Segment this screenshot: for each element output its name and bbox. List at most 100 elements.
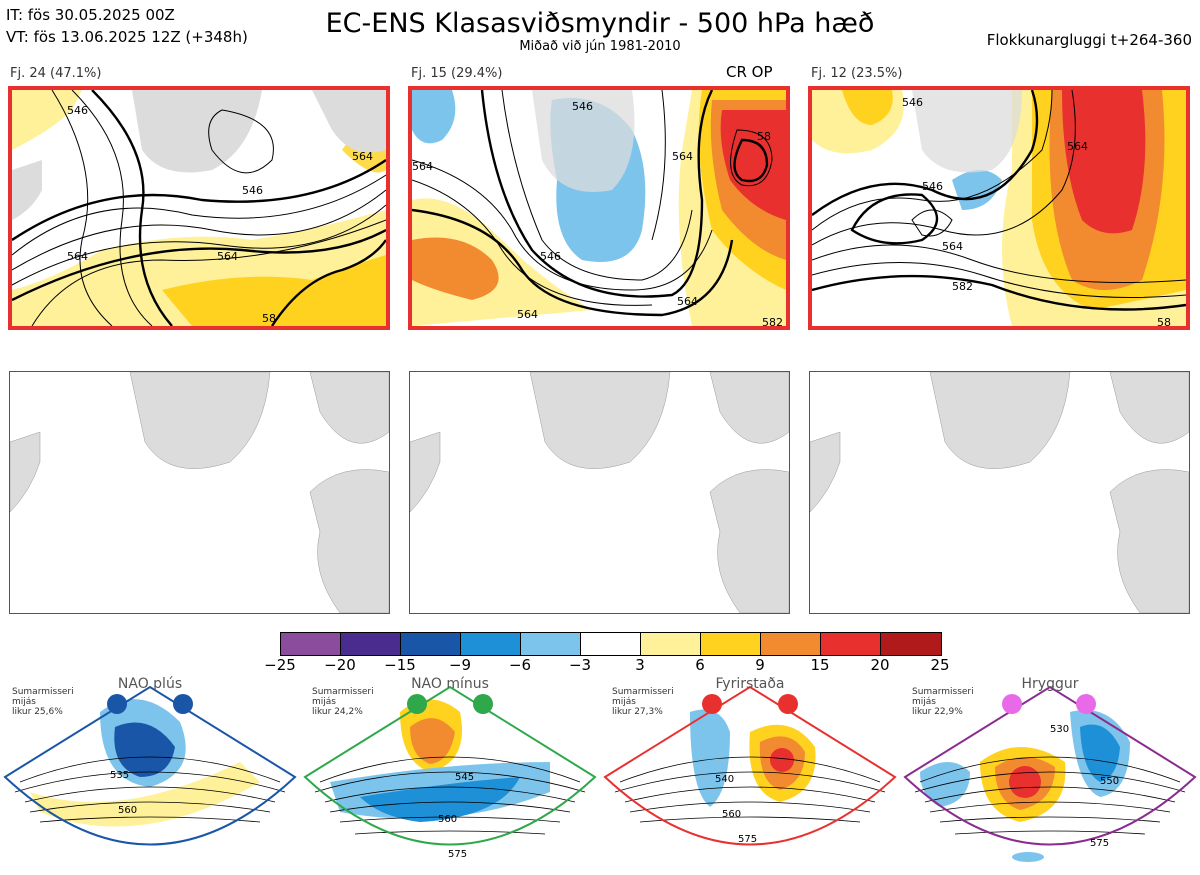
regime-1-mid: mijás — [12, 697, 36, 707]
regime-blocking[interactable]: 540 560 575 Fyrirstaða Sumarmisseri mijá… — [600, 672, 900, 871]
cluster-3-contour-label: 564 — [942, 240, 963, 253]
regime-nao-minus[interactable]: 545 560 575 NAO mínus Sumarmisseri mijás… — [300, 672, 600, 871]
cluster-2-title: Fj. 15 (29.4%) — [411, 66, 503, 81]
colorbar-tick: 15 — [810, 656, 830, 674]
colorbar-tick: −20 — [324, 656, 356, 674]
regime-3-contour-label: 540 — [715, 774, 734, 785]
colorbar-swatch — [761, 633, 821, 655]
regime-3-meta: Sumarmisseri mijás likur 27,3% — [612, 687, 674, 717]
colorbar-swatch — [281, 633, 341, 655]
regime-2-season: Sumarmisseri — [312, 687, 374, 697]
cluster-2-contour-label: 546 — [540, 250, 561, 263]
cluster-3-contour-label: 546 — [902, 96, 923, 109]
regime-4-outline — [903, 685, 1197, 846]
regime-2-meta: Sumarmisseri mijás likur 24,2% — [312, 687, 374, 717]
cluster-3-contour-label: 564 — [1067, 140, 1088, 153]
regime-4-contour-label: 550 — [1100, 776, 1119, 787]
colorbar-swatch — [821, 633, 881, 655]
basemap-3-svg — [810, 372, 1189, 613]
colorbar-tick: −6 — [508, 656, 532, 674]
regime-1-contour-label: 535 — [110, 770, 129, 781]
cluster-2-contour-label: 582 — [762, 316, 783, 326]
regime-3-contour-label: 560 — [722, 809, 741, 820]
regime-nao-plus[interactable]: 535 560 NAO plús Sumarmisseri mijás liku… — [0, 672, 300, 871]
colorbar-swatch — [701, 633, 761, 655]
colorbar-swatch — [461, 633, 521, 655]
cluster-2-map-svg: 546 564 564 564 58 564 582 546 — [412, 90, 786, 326]
colorbar-tick: −25 — [264, 656, 296, 674]
colorbar-tick: −15 — [384, 656, 416, 674]
colorbar-swatch — [521, 633, 581, 655]
cluster-3-map-svg: 546 564 546 564 582 58 — [812, 90, 1186, 326]
cluster-1-contour-label: 564 — [352, 150, 373, 163]
colorbar-tick: 6 — [695, 656, 705, 674]
regime-4-svg: 530 550 575 — [903, 685, 1197, 862]
cluster-1-contour-label: 546 — [67, 104, 88, 117]
regime-ridge[interactable]: 530 550 575 Hryggur Sumarmisseri mijás l… — [900, 672, 1200, 871]
basemap-1-svg — [10, 372, 389, 613]
basemap-panel-2[interactable] — [409, 371, 790, 614]
basemap-2-svg — [410, 372, 789, 613]
colorbar-swatch — [341, 633, 401, 655]
basemap-panel-1[interactable] — [9, 371, 390, 614]
colorbar-tick: 25 — [930, 656, 950, 674]
regime-4-mid: mijás — [912, 697, 936, 707]
regime-4-meta: Sumarmisseri mijás likur 22,9% — [912, 687, 974, 717]
regime-1-svg: 535 560 — [3, 685, 297, 846]
basemap-panel-3[interactable] — [809, 371, 1190, 614]
regime-1-name: NAO plús — [117, 676, 183, 692]
cluster-3-contour-label: 546 — [922, 180, 943, 193]
regime-3-name: Fyrirstaða — [715, 676, 785, 692]
cluster-3-map[interactable]: 546 564 546 564 582 58 — [808, 86, 1190, 330]
regime-1-outline — [3, 685, 297, 846]
cluster-2-contour-label: 564 — [672, 150, 693, 163]
regime-4-prob: likur 22,9% — [912, 707, 963, 717]
regime-1-meta: Sumarmisseri mijás likur 25,6% — [12, 687, 74, 717]
cluster-2-control-op-tag: CR OP — [726, 63, 773, 81]
cluster-1-map[interactable]: 546 564 546 564 564 58 — [8, 86, 390, 330]
regime-2-contour-label: 575 — [448, 849, 467, 860]
cluster-2-map[interactable]: 546 564 564 564 58 564 582 546 — [408, 86, 790, 330]
page-title: EC-ENS Klasasviðsmyndir - 500 hPa hæð — [325, 8, 875, 39]
regime-1-prob: likur 25,6% — [12, 707, 63, 717]
cluster-1-contour-label: 546 — [242, 184, 263, 197]
colorbar-tick: 3 — [635, 656, 645, 674]
regime-3-mid: mijás — [612, 697, 636, 707]
colorbar-swatch — [881, 633, 941, 655]
cluster-3-contour-label: 582 — [952, 280, 973, 293]
cluster-1-contour-label: 564 — [67, 250, 88, 263]
regime-2-name: NAO mínus — [411, 676, 489, 692]
colorbar-tick: −9 — [448, 656, 472, 674]
regime-3-contour-label: 575 — [738, 834, 757, 845]
regime-3-svg: 540 560 575 — [603, 685, 897, 846]
regime-2-mid: mijás — [312, 697, 336, 707]
cluster-2-contour-label: 546 — [572, 100, 593, 113]
regime-3-outline — [603, 685, 897, 846]
valid-time: VT: fös 13.06.2025 12Z (+348h) — [6, 28, 248, 46]
cluster-1-contour-label: 58 — [262, 312, 276, 325]
regime-1-contour-label: 560 — [118, 805, 137, 816]
cluster-2-contour-label: 58 — [757, 130, 771, 143]
cluster-1-title: Fj. 24 (47.1%) — [10, 66, 102, 81]
regime-2-contour-label: 560 — [438, 814, 457, 825]
cluster-2-contour-label: 564 — [412, 160, 433, 173]
regime-3-prob: likur 27,3% — [612, 707, 663, 717]
classification-window: Flokkunargluggi t+264-360 — [986, 31, 1192, 49]
cluster-1-map-svg: 546 564 546 564 564 58 — [12, 90, 386, 326]
regime-1-season: Sumarmisseri — [12, 687, 74, 697]
regime-4-season: Sumarmisseri — [912, 687, 974, 697]
regime-2-outline — [303, 685, 597, 846]
cluster-3-contour-label: 58 — [1157, 316, 1171, 326]
colorbar-swatch — [401, 633, 461, 655]
anomaly-colorbar — [280, 632, 942, 656]
colorbar-swatch — [641, 633, 701, 655]
regime-2-svg: 545 560 575 — [303, 685, 597, 860]
colorbar-tick: −3 — [568, 656, 592, 674]
regime-2-contour-label: 545 — [455, 772, 474, 783]
cluster-3-title: Fj. 12 (23.5%) — [811, 66, 903, 81]
init-time: IT: fös 30.05.2025 00Z — [6, 6, 175, 24]
regime-4-contour-label: 530 — [1050, 724, 1069, 735]
colorbar-tick: 20 — [870, 656, 890, 674]
cluster-2-contour-label: 564 — [677, 295, 698, 308]
regime-4-contour-label: 575 — [1090, 838, 1109, 849]
